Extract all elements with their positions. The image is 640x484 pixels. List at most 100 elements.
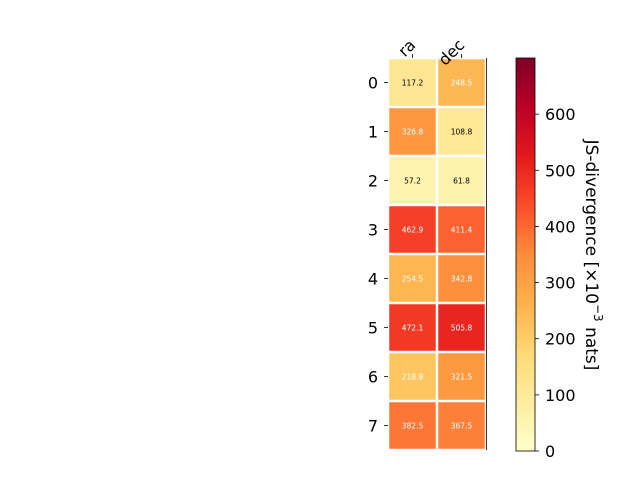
colorbar-segment	[516, 290, 535, 295]
colorbar-segment	[516, 392, 535, 396]
colorbar-segment	[516, 329, 535, 334]
heatmap-cell	[389, 353, 436, 400]
colorbar-segment	[516, 61, 535, 66]
cell-value-label: 321.5	[451, 373, 473, 382]
colorbar-segment	[516, 378, 535, 383]
colorbar-segment	[516, 424, 535, 429]
colorbar-segment	[516, 336, 535, 341]
colorbar-segment	[516, 159, 535, 164]
colorbar-segment	[516, 116, 535, 121]
colorbar-segment	[516, 401, 535, 406]
colorbar-segment	[516, 172, 535, 177]
colorbar-tick-label: 300	[545, 274, 576, 293]
colorbar-segment	[516, 218, 535, 223]
colorbar-segment	[516, 71, 535, 75]
colorbar-segment	[516, 257, 535, 262]
colorbar-segment	[516, 421, 535, 426]
colorbar-segment	[516, 280, 535, 285]
colorbar-segment	[516, 369, 535, 373]
colorbar-segment	[516, 120, 535, 125]
cell-value-label: 61.8	[453, 177, 470, 186]
colorbar-segment	[516, 310, 535, 315]
colorbar-tick-label: 500	[545, 161, 576, 180]
colorbar-segment	[516, 395, 535, 400]
colorbar-label: JS-divergence [×10−3 nats]	[581, 139, 606, 371]
heatmap-cell	[438, 59, 485, 106]
colorbar-segment	[516, 169, 535, 174]
colorbar-segment	[516, 77, 535, 82]
colorbar-segment	[516, 277, 535, 282]
colorbar-segment	[516, 326, 535, 331]
colorbar-segment	[516, 359, 535, 364]
colorbar-frame	[515, 57, 536, 452]
colorbar-label-exponent: −3	[592, 304, 606, 322]
colorbar-segment	[516, 293, 535, 298]
colorbar-segment	[516, 428, 535, 432]
colorbar-segment	[516, 162, 535, 167]
colorbar-segment	[516, 175, 535, 180]
colorbar-segment	[516, 238, 535, 242]
colorbar-segment	[516, 136, 535, 141]
colorbar-segment	[516, 283, 535, 288]
heatmap-cell	[438, 108, 485, 155]
row-tick-label: 3	[368, 221, 378, 240]
colorbar-segment	[516, 254, 535, 259]
colorbar-segment	[516, 411, 535, 416]
colorbar-segment	[516, 431, 535, 436]
colorbar-segment	[516, 261, 535, 265]
colorbar-segment	[516, 313, 535, 318]
row-tick-label: 7	[368, 417, 378, 436]
colorbar-segment	[516, 408, 535, 413]
colorbar-segment	[516, 107, 535, 111]
colorbar-segment	[516, 110, 535, 115]
heatmap-cell	[389, 108, 436, 155]
colorbar-segment	[516, 303, 535, 308]
colorbar-segment	[516, 94, 535, 98]
colorbar-segment	[516, 398, 535, 403]
colorbar-segment	[516, 202, 535, 206]
cell-value-label: 117.2	[402, 79, 424, 88]
cell-value-label: 254.5	[402, 275, 424, 284]
colorbar-label-tail: nats]	[581, 322, 601, 371]
heatmap-cell	[438, 206, 485, 253]
cell-value-label: 108.8	[451, 128, 473, 137]
row-tick-label: 6	[368, 368, 378, 387]
colorbar-segment	[516, 133, 535, 138]
colorbar-segment	[516, 130, 535, 134]
colorbar-segment	[516, 297, 535, 301]
cell-value-label: 505.8	[451, 324, 473, 333]
colorbar-segment	[516, 234, 535, 239]
colorbar-segment	[516, 156, 535, 161]
cell-value-label: 462.9	[402, 226, 424, 235]
colorbar-tick-label: 400	[545, 217, 576, 236]
cell-value-label: 411.4	[451, 226, 473, 235]
colorbar-segment	[516, 208, 535, 213]
colorbar-segment	[516, 166, 535, 170]
row-tick-label: 0	[368, 74, 378, 93]
heatmap-cell	[438, 157, 485, 204]
colorbar-segment	[516, 441, 535, 446]
colorbar-tick-label: 100	[545, 386, 576, 405]
colorbar-segment	[516, 444, 535, 449]
colorbar-segment	[516, 67, 535, 72]
colorbar-segment	[516, 185, 535, 190]
colorbar-segment	[516, 80, 535, 85]
colorbar-segment	[516, 352, 535, 357]
colorbar-segment	[516, 146, 535, 151]
heatmap-cell	[389, 304, 436, 351]
colorbar-tick-label: 0	[545, 442, 555, 461]
colorbar-segment	[516, 244, 535, 249]
cell-value-label: 367.5	[451, 422, 473, 431]
colorbar-segment	[516, 195, 535, 200]
colorbar-segment	[516, 270, 535, 275]
colorbar-segment	[516, 388, 535, 393]
colorbar-segment	[516, 362, 535, 367]
column-tick-label: ra	[394, 35, 419, 60]
colorbar-segment	[516, 405, 535, 410]
heatmap-cell	[389, 206, 436, 253]
colorbar-segment	[516, 300, 535, 305]
colorbar-segment	[516, 231, 535, 236]
